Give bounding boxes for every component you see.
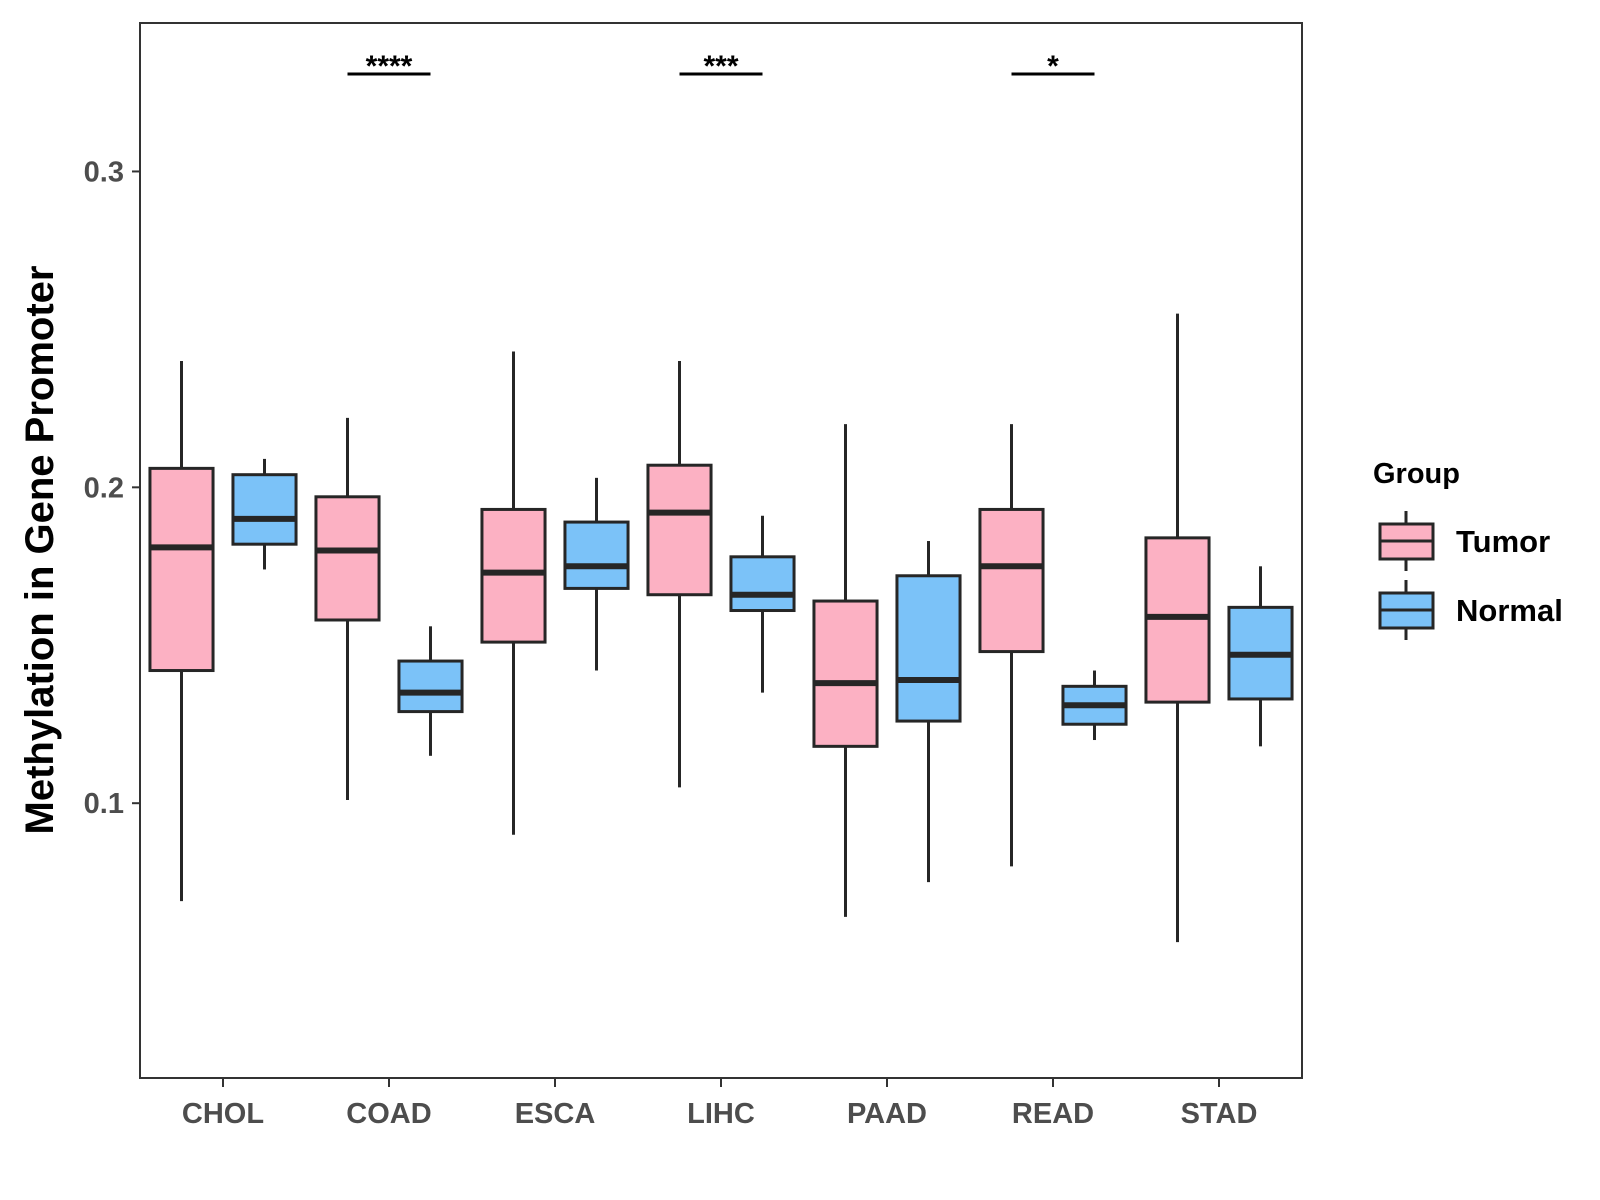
x-tick-label: STAD [1181, 1098, 1258, 1130]
box-tumor-stad [1144, 313, 1211, 943]
x-tick-label: READ [1012, 1098, 1094, 1130]
y-tick-label: 0.1 [84, 788, 124, 820]
box-body [895, 574, 962, 723]
box-body [314, 495, 381, 622]
y-tick-label: 0.3 [84, 156, 124, 188]
box-normal-stad [1227, 566, 1294, 747]
legend-title: Group [1373, 458, 1460, 490]
box-tumor-paad [812, 424, 879, 917]
box-tumor-chol [148, 360, 215, 902]
box-body [978, 507, 1045, 654]
legend-label: Normal [1456, 593, 1563, 628]
box-tumor-coad [314, 417, 381, 801]
significance-label: *** [703, 50, 738, 83]
box-body [397, 659, 464, 714]
significance-brackets: **** *** * [347, 50, 1095, 83]
panel-border [139, 22, 1303, 1079]
significance-label: **** [366, 50, 413, 83]
box-normal-esca [563, 477, 630, 671]
box-normal-lihc [729, 515, 796, 693]
significance-coad: **** [347, 50, 431, 83]
significance-read: * [1011, 50, 1095, 83]
box-tumor-lihc [646, 360, 713, 788]
x-tick-label: ESCA [515, 1098, 596, 1130]
y-axis: 0.1 0.2 0.3 [84, 156, 140, 820]
x-tick-label: COAD [346, 1098, 431, 1130]
box-body [729, 555, 796, 613]
x-tick-label: CHOL [182, 1098, 264, 1130]
x-tick-label: LIHC [687, 1098, 755, 1130]
legend: Group Tumor Normal [1373, 458, 1563, 640]
legend-item-tumor: Tumor [1378, 511, 1550, 571]
box-tumor-read [978, 424, 1045, 867]
box-normal-read [1061, 670, 1128, 741]
box-body [646, 463, 713, 597]
box-body [563, 520, 630, 590]
box-normal-paad [895, 541, 962, 883]
box-body [231, 473, 298, 546]
significance-label: * [1047, 50, 1059, 83]
box-normal-coad [397, 626, 464, 756]
box-tumor-esca [480, 351, 547, 835]
box-body [148, 466, 215, 673]
legend-item-normal: Normal [1378, 580, 1563, 640]
box-body [1144, 536, 1211, 704]
x-axis: CHOL COAD ESCA LIHC PAAD READ STAD [182, 1078, 1257, 1130]
box-body [480, 507, 547, 644]
x-tick-label: PAAD [847, 1098, 927, 1130]
box-series [148, 313, 1294, 943]
y-tick-label: 0.2 [84, 472, 124, 504]
box-normal-chol [231, 458, 298, 570]
box-body [812, 599, 879, 748]
y-axis-label: Methylation in Gene Promoter [18, 266, 62, 835]
legend-label: Tumor [1456, 524, 1550, 559]
significance-lihc: *** [679, 50, 763, 83]
